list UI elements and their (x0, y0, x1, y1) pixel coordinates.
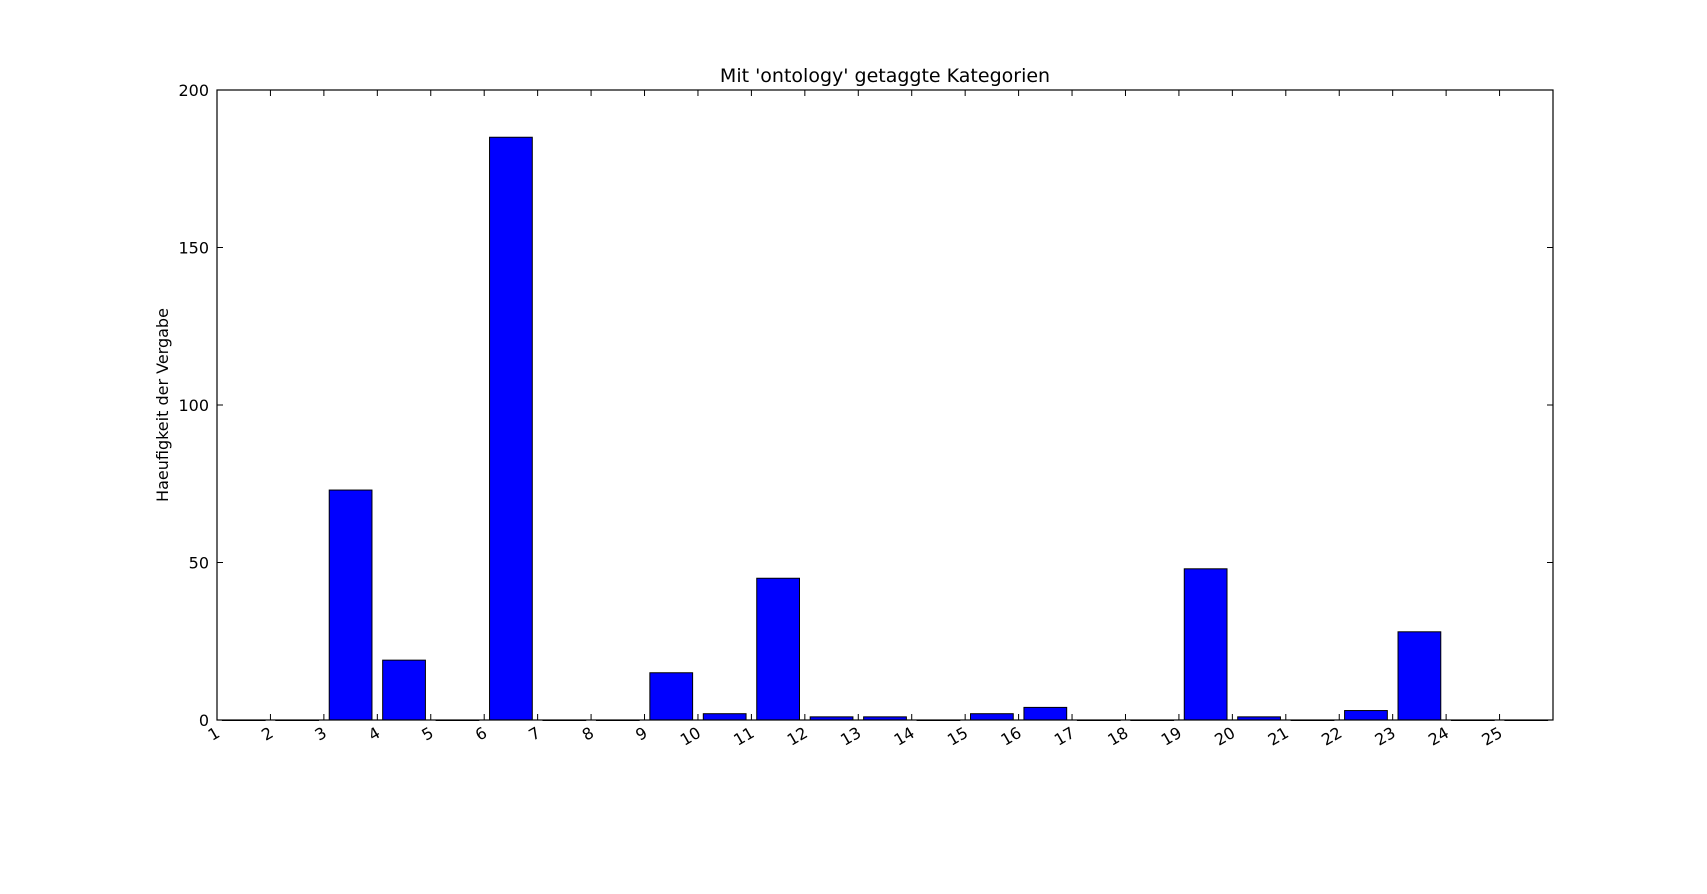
x-tick-label: 18 (1104, 723, 1131, 750)
x-tick-label: 21 (1265, 723, 1292, 750)
bar-6 (489, 136, 533, 721)
x-tick-label: 15 (944, 723, 971, 750)
chart-title: Mit 'ontology' getaggte Kategorien (720, 65, 1050, 87)
x-tick-label: 16 (997, 723, 1024, 750)
x-tick-label: 2 (258, 723, 276, 745)
x-tick-label: 3 (312, 723, 330, 745)
bar-4 (382, 659, 426, 721)
bar-23 (1397, 631, 1442, 721)
x-tick-label: 24 (1425, 723, 1452, 750)
x-tick-label: 6 (472, 723, 490, 745)
bar-22 (1344, 710, 1388, 721)
x-tick-label: 9 (632, 723, 650, 745)
plot-frame (216, 89, 1554, 721)
x-tick-label: 8 (579, 723, 597, 745)
x-tick-label: 5 (418, 723, 436, 745)
x-tick-label: 22 (1318, 723, 1345, 750)
bar-19 (1183, 568, 1228, 721)
y-tick-label: 0 (199, 711, 209, 730)
x-tick-label: 11 (730, 723, 757, 750)
bars-layer (221, 136, 1549, 721)
y-tick-label: 150 (178, 239, 209, 258)
y-tick-label: 100 (178, 396, 209, 415)
bar-3 (328, 489, 373, 721)
bar-9 (649, 672, 694, 721)
x-tick-label: 25 (1478, 723, 1505, 750)
bar-16 (1023, 706, 1068, 721)
y-axis-label: Haeufigkeit der Vergabe (153, 308, 172, 502)
x-tick-label: 12 (784, 723, 811, 750)
x-tick-label: 13 (837, 723, 864, 750)
x-tick-label: 10 (677, 723, 704, 750)
x-tick-label: 20 (1211, 723, 1238, 750)
x-tick-label: 19 (1158, 723, 1185, 750)
y-tick-label: 200 (178, 81, 209, 100)
bar-11 (756, 577, 800, 721)
x-tick-label: 7 (525, 723, 543, 745)
bar-15 (970, 713, 1014, 721)
x-tick-label: 14 (891, 723, 918, 750)
y-tick-label: 50 (189, 554, 209, 573)
ticks-layer: 1 2 3 4 5 6 7 8 9 10 11 12 13 14 15 16 17 18 19 20 21 22 23 24 2… (178, 81, 1553, 750)
bar-10 (702, 713, 747, 721)
x-tick-label: 23 (1372, 723, 1399, 750)
x-tick-label: 4 (365, 723, 383, 745)
x-tick-label: 17 (1051, 723, 1078, 750)
